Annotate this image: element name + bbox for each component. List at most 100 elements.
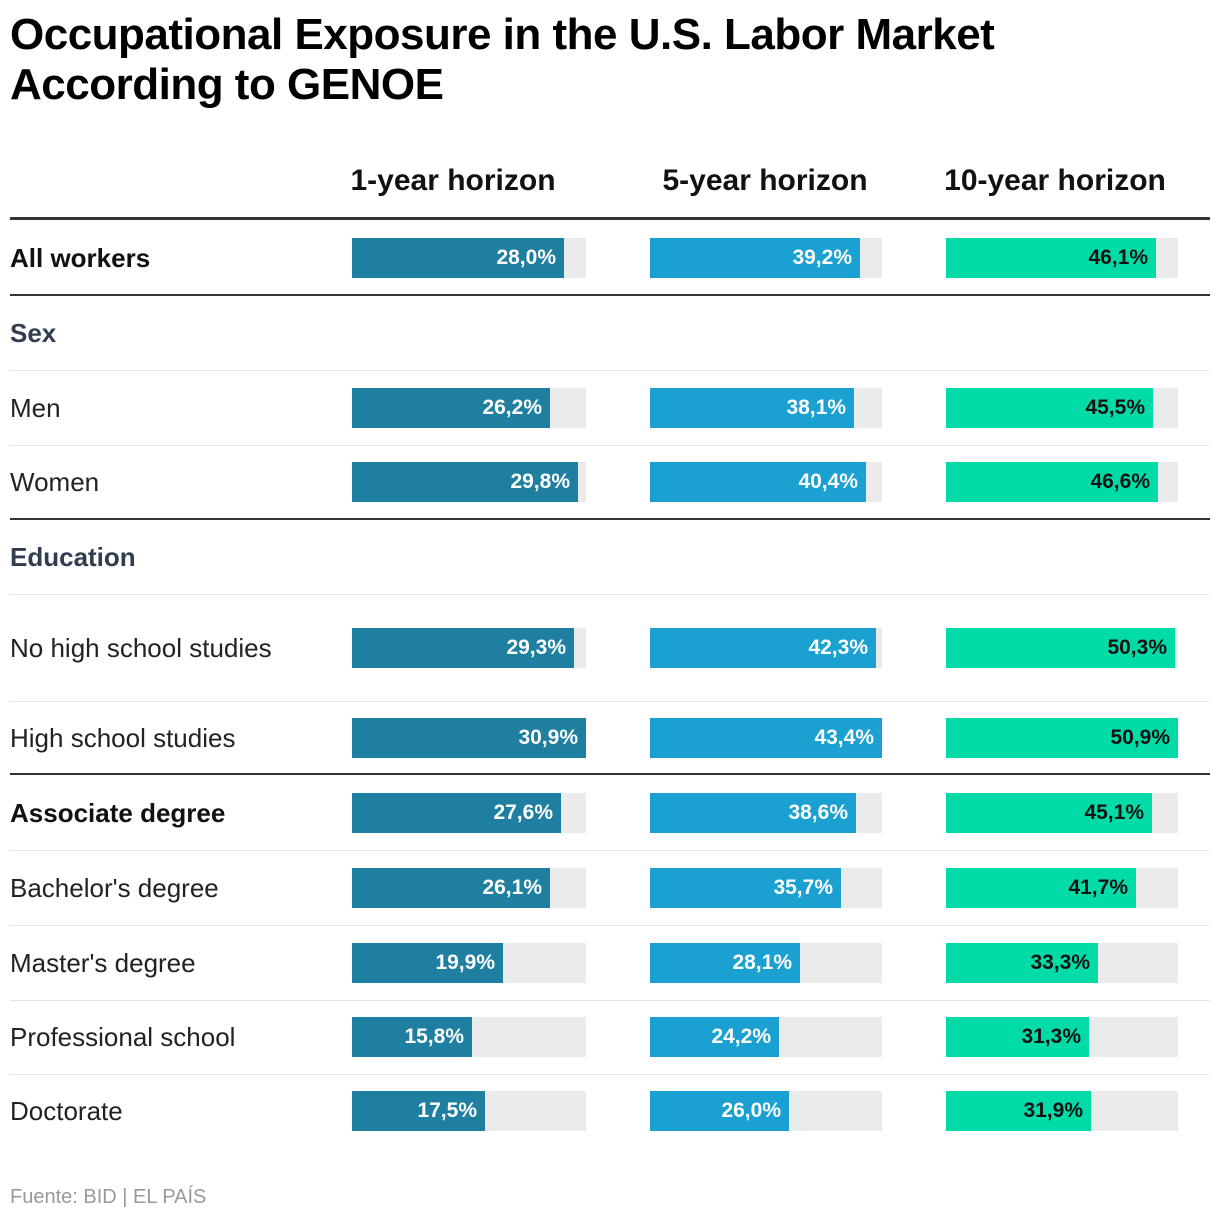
bar-track: 26,1% (352, 868, 586, 908)
bar-track: 17,5% (352, 1091, 586, 1131)
bar-track: 26,0% (650, 1091, 882, 1131)
row-divider (10, 445, 1210, 446)
bar-track: 45,5% (946, 388, 1178, 428)
column-header-5-year: 5-year horizon (662, 164, 868, 197)
row-label-all-workers: All workers (10, 243, 151, 273)
row-label-doctorate: Doctorate (10, 1096, 123, 1126)
bar-professional-school-0 (352, 1017, 472, 1057)
bar-high-school-studies-1 (650, 718, 882, 758)
table-row: Master's degree 19,9% 28,1% 33,3% (0, 926, 1220, 1000)
bar-value-label: 41,7% (1068, 876, 1128, 899)
bar-value-label: 24,2% (711, 1025, 771, 1048)
bar-doctorate-2 (946, 1091, 1091, 1131)
bar-track: 29,3% (352, 628, 586, 668)
bar-value-label: 28,1% (732, 951, 792, 974)
bar-value-label: 43,4% (814, 726, 874, 749)
row-label-women: Women (10, 467, 100, 497)
bar-bachelor-s-degree-1 (650, 868, 841, 908)
source-note: Fuente: BID | EL PAÍS (10, 1186, 207, 1208)
bar-track: 33,3% (946, 943, 1178, 983)
row-label-high-school-studies: High school studies (10, 723, 236, 753)
header-rule (10, 217, 1210, 220)
bar-master-s-degree-0 (352, 943, 503, 983)
bar-bachelor-s-degree-0 (352, 868, 550, 908)
bar-professional-school-1 (650, 1017, 779, 1057)
bar-track: 26,2% (352, 388, 586, 428)
row-label-men: Men (10, 393, 61, 423)
bar-high-school-studies-2 (946, 718, 1178, 758)
bar-value-label: 26,2% (482, 396, 542, 419)
bar-all-workers-2 (946, 238, 1156, 278)
row-label-no-high-school-studies: No high school studies (10, 633, 272, 663)
bar-associate-degree-0 (352, 793, 561, 833)
row-label-associate-degree: Associate degree (10, 798, 226, 828)
bar-doctorate-0 (352, 1091, 485, 1131)
bar-value-label: 26,1% (482, 876, 542, 899)
table-row: High school studies 30,9% 43,4% 50,9% (0, 702, 1220, 774)
table-row: All workers 28,0% 39,2% 46,1% (0, 221, 1220, 295)
bar-value-label: 26,0% (721, 1099, 781, 1122)
section-divider (10, 773, 1210, 775)
bar-track: 45,1% (946, 793, 1178, 833)
row-label-sex: Sex (10, 318, 57, 348)
bar-doctorate-1 (650, 1091, 789, 1131)
bar-track: 30,9% (352, 718, 586, 758)
bar-track: 19,9% (352, 943, 586, 983)
bar-women-1 (650, 462, 866, 502)
bar-value-label: 39,2% (792, 246, 852, 269)
bar-value-label: 29,3% (506, 636, 566, 659)
table-row: Men 26,2% 38,1% 45,5% (0, 371, 1220, 445)
bar-value-label: 30,9% (518, 726, 578, 749)
bar-track: 50,3% (946, 628, 1178, 668)
bar-value-label: 40,4% (798, 470, 858, 493)
bar-value-label: 28,0% (496, 246, 556, 269)
bar-value-label: 17,5% (417, 1099, 477, 1122)
bar-associate-degree-2 (946, 793, 1152, 833)
bar-value-label: 45,1% (1084, 801, 1144, 824)
bar-associate-degree-1 (650, 793, 856, 833)
bar-track: 46,6% (946, 462, 1178, 502)
bar-all-workers-1 (650, 238, 860, 278)
row-divider (10, 701, 1210, 702)
bar-bachelor-s-degree-2 (946, 868, 1136, 908)
bar-high-school-studies-0 (352, 718, 586, 758)
bar-value-label: 33,3% (1030, 951, 1090, 974)
bar-track: 38,1% (650, 388, 882, 428)
bar-track: 38,6% (650, 793, 882, 833)
bar-no-high-school-studies-2 (946, 628, 1175, 668)
bar-no-high-school-studies-0 (352, 628, 574, 668)
bar-all-workers-0 (352, 238, 564, 278)
bar-track: 50,9% (946, 718, 1178, 758)
bar-track: 24,2% (650, 1017, 882, 1057)
bar-value-label: 50,9% (1110, 726, 1170, 749)
bar-track: 27,6% (352, 793, 586, 833)
row-label-professional-school: Professional school (10, 1022, 236, 1052)
table-row: No high school studies 29,3% 42,3% 50,3% (0, 595, 1220, 701)
bar-no-high-school-studies-1 (650, 628, 876, 668)
bar-value-label: 42,3% (808, 636, 868, 659)
bar-value-label: 50,3% (1107, 636, 1167, 659)
bar-track: 41,7% (946, 868, 1178, 908)
bar-value-label: 38,6% (788, 801, 848, 824)
bar-value-label: 31,3% (1021, 1025, 1081, 1048)
chart-title: Occupational Exposure in the U.S. Labor … (10, 10, 995, 109)
bar-track: 28,1% (650, 943, 882, 983)
bar-value-label: 38,1% (786, 396, 846, 419)
group-header-row: Education (0, 520, 1220, 594)
bar-women-2 (946, 462, 1158, 502)
group-header-row: Sex (0, 296, 1220, 370)
row-divider (10, 1000, 1210, 1001)
bar-track: 15,8% (352, 1017, 586, 1057)
row-divider (10, 594, 1210, 595)
bar-track: 42,3% (650, 628, 882, 668)
bar-track: 43,4% (650, 718, 882, 758)
bar-value-label: 19,9% (435, 951, 495, 974)
bar-track: 31,9% (946, 1091, 1178, 1131)
bar-track: 39,2% (650, 238, 882, 278)
row-divider (10, 850, 1210, 851)
bar-men-1 (650, 388, 854, 428)
bar-professional-school-2 (946, 1017, 1089, 1057)
bar-track: 40,4% (650, 462, 882, 502)
bar-value-label: 29,8% (510, 470, 570, 493)
bar-track: 35,7% (650, 868, 882, 908)
